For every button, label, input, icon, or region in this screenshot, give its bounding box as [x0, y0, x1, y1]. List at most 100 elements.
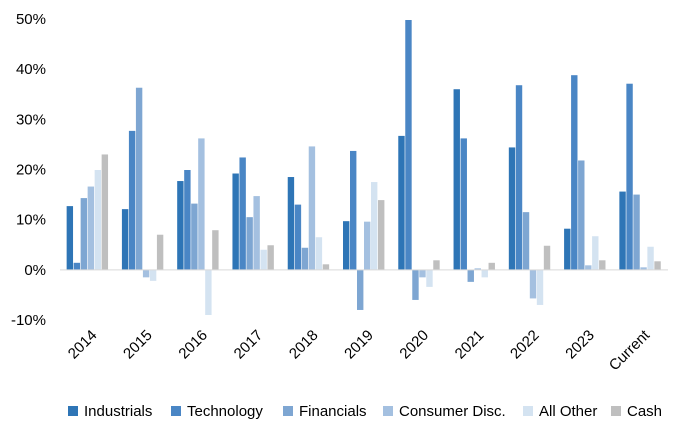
y-tick-label: 20% — [16, 162, 46, 179]
legend-label: Industrials — [84, 403, 152, 420]
bar-technology-2019 — [350, 151, 356, 270]
bar-technology-2014 — [74, 263, 80, 270]
bar-consumer-disc-2018 — [309, 146, 315, 269]
bar-financials-2023 — [578, 160, 584, 269]
legend-label: Financials — [299, 403, 367, 420]
y-tick-label: 30% — [16, 111, 46, 128]
bar-industrials-2023 — [564, 229, 570, 270]
bar-all-other-2016 — [205, 270, 211, 315]
bar-cash-2018 — [323, 264, 329, 270]
y-tick-label: 50% — [16, 11, 46, 28]
y-tick-label: -10% — [11, 312, 46, 329]
x-category-label: Current — [606, 326, 654, 374]
bar-cash-2017 — [267, 245, 273, 270]
bar-industrials-2021 — [454, 89, 460, 270]
y-tick-label: 40% — [16, 61, 46, 78]
bar-consumer-disc-2022 — [530, 270, 536, 299]
x-category-label: 2019 — [341, 327, 377, 363]
bar-cash-2021 — [489, 263, 495, 270]
bar-cash-2019 — [378, 200, 384, 270]
bar-consumer-disc-2015 — [143, 270, 149, 278]
bar-all-other-2017 — [260, 250, 266, 270]
bar-financials-2018 — [302, 248, 308, 270]
bar-cash-2020 — [433, 260, 439, 270]
bar-technology-2020 — [405, 20, 411, 270]
x-category-label: 2015 — [120, 327, 156, 363]
bar-cash-2023 — [599, 260, 605, 270]
bar-consumer-disc-2014 — [88, 187, 94, 270]
bar-technology-2016 — [184, 170, 190, 270]
y-axis: -10% 0% 10% 20% 30% 40% 50% — [11, 11, 46, 329]
bar-all-other-2014 — [95, 170, 101, 270]
legend-label: All Other — [539, 403, 597, 420]
bar-financials-2020 — [412, 270, 418, 300]
y-tick-label: 10% — [16, 212, 46, 229]
bar-all-other-2021 — [482, 270, 488, 278]
y-tick-label: 0% — [24, 262, 46, 279]
bar-all-other-current — [647, 247, 653, 270]
bar-technology-2018 — [295, 205, 301, 270]
legend-swatch — [171, 406, 181, 416]
bar-technology-2023 — [571, 75, 577, 270]
bar-cash-2014 — [102, 154, 108, 269]
bar-technology-2022 — [516, 85, 522, 270]
bar-industrials-2014 — [67, 206, 73, 270]
x-category-label: 2016 — [175, 327, 211, 363]
bar-industrials-2022 — [509, 147, 515, 269]
bar-all-other-2019 — [371, 182, 377, 270]
bar-industrials-2015 — [122, 209, 128, 270]
bar-financials-2017 — [246, 217, 252, 270]
bar-cash-2015 — [157, 235, 163, 270]
bar-technology-2017 — [239, 157, 245, 269]
bar-industrials-2020 — [398, 136, 404, 270]
x-category-label: 2021 — [452, 327, 488, 363]
bar-industrials-2019 — [343, 221, 349, 270]
bar-financials-2022 — [523, 212, 529, 270]
bar-industrials-2016 — [177, 181, 183, 270]
x-axis: 2014 2015 2016 2017 2018 2019 2020 2021 2022 2023… — [65, 326, 654, 374]
legend: Industrials Technology Financials Consumer … — [68, 403, 662, 420]
bar-technology-2015 — [129, 131, 135, 270]
legend-swatch — [383, 406, 393, 416]
bar-all-other-2015 — [150, 270, 156, 281]
bar-financials-2015 — [136, 88, 142, 270]
legend-label: Consumer Disc. — [399, 403, 506, 420]
bar-consumer-disc-2019 — [364, 222, 370, 270]
bar-cash-current — [654, 261, 660, 270]
x-category-label: 2022 — [507, 327, 543, 363]
bar-financials-2014 — [81, 198, 87, 270]
bar-all-other-2022 — [537, 270, 543, 305]
bar-financials-current — [633, 195, 639, 270]
legend-swatch — [611, 406, 621, 416]
bar-all-other-2020 — [426, 270, 432, 287]
bar-technology-2021 — [461, 138, 467, 269]
bar-all-other-2018 — [316, 237, 322, 270]
legend-swatch — [68, 406, 78, 416]
bar-industrials-2018 — [288, 177, 294, 270]
x-category-label: 2014 — [65, 327, 101, 363]
legend-swatch — [283, 406, 293, 416]
x-category-label: 2017 — [231, 327, 267, 363]
bar-technology-current — [626, 84, 632, 270]
bar-financials-2016 — [191, 204, 197, 270]
bar-consumer-disc-2020 — [419, 270, 425, 278]
bar-industrials-2017 — [232, 174, 238, 270]
legend-label: Technology — [187, 403, 263, 420]
legend-label: Cash — [627, 403, 662, 420]
legend-swatch — [523, 406, 533, 416]
bar-industrials-current — [619, 192, 625, 270]
bar-consumer-disc-2023 — [585, 265, 591, 270]
bar-financials-2021 — [468, 270, 474, 282]
x-category-label: 2020 — [396, 327, 432, 363]
bar-consumer-disc-2017 — [253, 196, 259, 270]
x-category-label: 2023 — [562, 327, 598, 363]
bar-financials-2019 — [357, 270, 363, 310]
x-category-label: 2018 — [286, 327, 322, 363]
bars — [67, 20, 661, 315]
bar-consumer-disc-2016 — [198, 138, 204, 269]
bar-cash-2016 — [212, 230, 218, 270]
bar-all-other-2023 — [592, 236, 598, 270]
bar-cash-2022 — [544, 246, 550, 270]
